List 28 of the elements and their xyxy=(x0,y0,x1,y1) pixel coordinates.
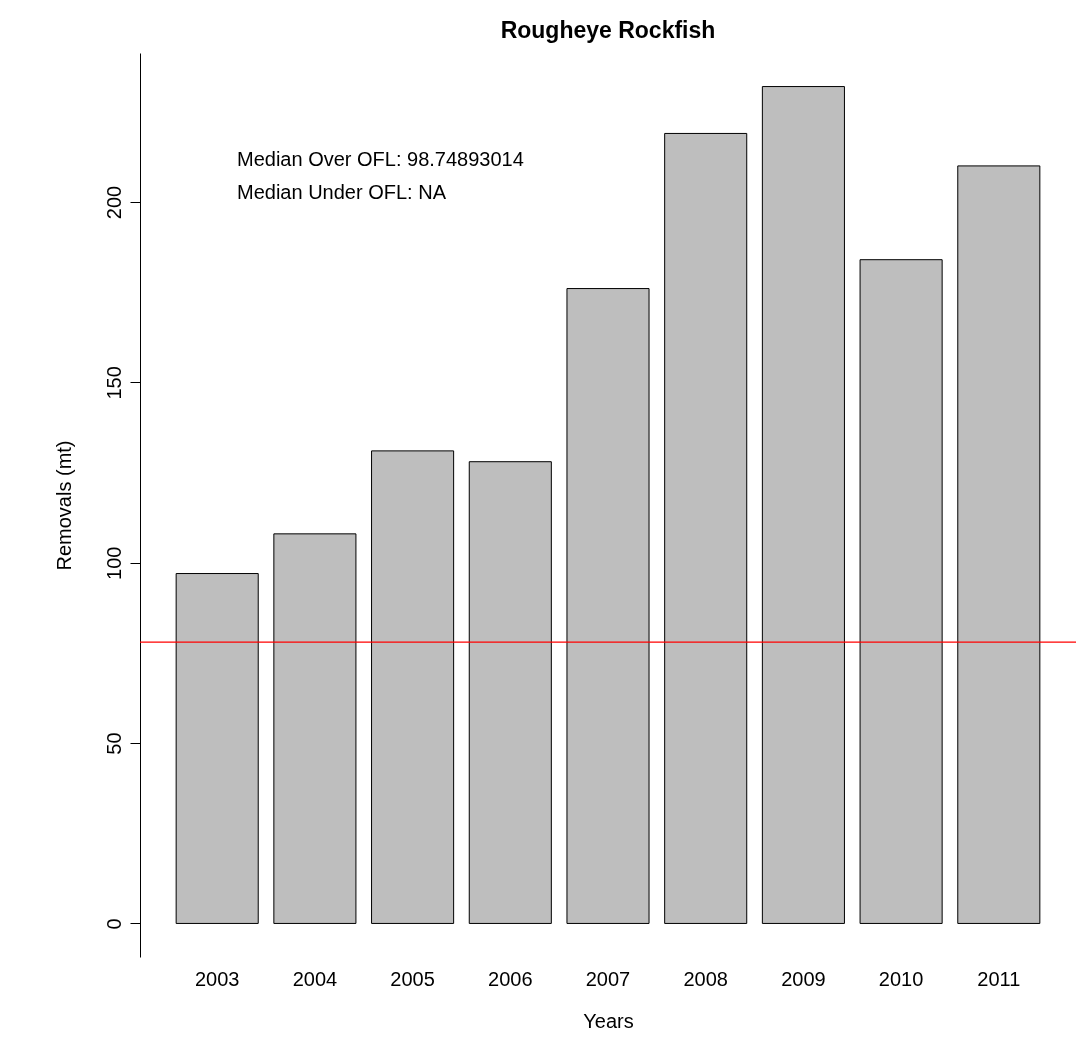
y-tick-label: 50 xyxy=(102,732,125,755)
annotation: Median Under OFL: NA xyxy=(237,181,447,203)
y-tick-label: 200 xyxy=(102,185,125,220)
bar xyxy=(859,259,943,924)
x-tick-label: 2007 xyxy=(585,967,631,990)
x-tick-label: 2010 xyxy=(878,967,924,990)
x-tick-label: 2008 xyxy=(683,967,728,990)
x-tick-label: 2009 xyxy=(781,967,826,990)
y-tick-label: 150 xyxy=(102,366,125,400)
bar xyxy=(566,288,650,924)
x-tick-label: 2003 xyxy=(194,967,240,990)
y-tick-label: 100 xyxy=(102,546,125,580)
bar xyxy=(468,461,552,924)
x-tick-label: 2006 xyxy=(488,967,533,990)
x-tick-label: 2004 xyxy=(292,967,338,990)
bar xyxy=(371,450,455,924)
bar xyxy=(761,86,845,924)
annotation: Median Over OFL: 98.74893014 xyxy=(237,148,524,170)
bar xyxy=(175,573,259,924)
bar xyxy=(273,533,357,924)
x-axis-title: Years xyxy=(583,1009,634,1032)
y-axis-title: Removals (mt) xyxy=(52,440,75,571)
bar xyxy=(664,132,748,924)
x-tick-label: 2011 xyxy=(977,967,1021,990)
y-tick-label: 0 xyxy=(102,918,125,930)
x-tick-label: 2005 xyxy=(390,967,435,990)
bar xyxy=(957,165,1041,924)
chart-title: Rougheye Rockfish xyxy=(500,17,716,43)
